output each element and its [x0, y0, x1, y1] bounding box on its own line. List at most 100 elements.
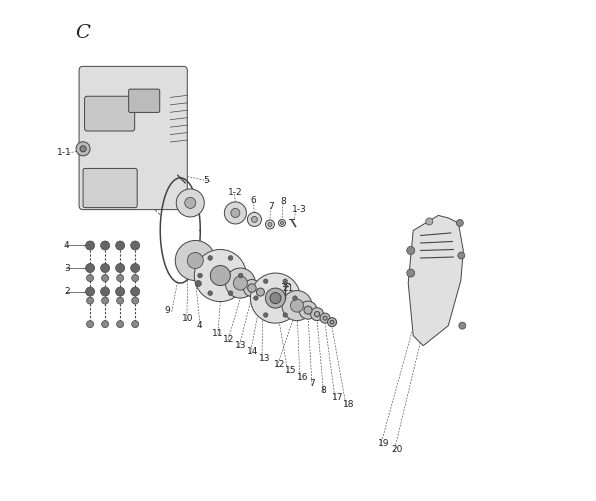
- Circle shape: [225, 268, 256, 298]
- Circle shape: [406, 246, 415, 255]
- Text: 7: 7: [309, 379, 315, 388]
- Circle shape: [194, 249, 246, 302]
- Circle shape: [224, 202, 246, 224]
- Text: 12: 12: [223, 335, 234, 344]
- FancyBboxPatch shape: [83, 168, 137, 207]
- Text: 20: 20: [391, 445, 402, 454]
- Circle shape: [283, 313, 287, 317]
- Circle shape: [320, 313, 330, 323]
- Text: 21: 21: [282, 284, 293, 293]
- Circle shape: [131, 241, 139, 250]
- Circle shape: [459, 322, 466, 329]
- Circle shape: [195, 281, 201, 287]
- Circle shape: [426, 218, 433, 225]
- Circle shape: [117, 297, 123, 304]
- Circle shape: [132, 275, 139, 282]
- Circle shape: [116, 241, 125, 250]
- Circle shape: [247, 212, 262, 226]
- Circle shape: [131, 264, 139, 273]
- Circle shape: [299, 301, 317, 319]
- Circle shape: [290, 299, 303, 312]
- Circle shape: [185, 197, 196, 208]
- Circle shape: [253, 284, 268, 300]
- Circle shape: [86, 275, 94, 282]
- Circle shape: [330, 320, 334, 324]
- Circle shape: [132, 297, 139, 304]
- Circle shape: [117, 275, 123, 282]
- Circle shape: [270, 293, 281, 304]
- Circle shape: [116, 264, 125, 273]
- Circle shape: [86, 321, 94, 328]
- Circle shape: [80, 146, 86, 152]
- Text: 16: 16: [297, 373, 309, 382]
- Circle shape: [304, 306, 312, 314]
- Circle shape: [234, 276, 247, 290]
- Text: 4: 4: [197, 321, 203, 330]
- Circle shape: [278, 219, 285, 226]
- Text: 3: 3: [64, 264, 70, 273]
- Text: 13: 13: [259, 354, 271, 363]
- Circle shape: [457, 219, 463, 226]
- Text: 17: 17: [332, 393, 343, 402]
- Circle shape: [281, 221, 284, 224]
- Text: 7: 7: [268, 202, 274, 211]
- Circle shape: [458, 252, 465, 259]
- Text: 2: 2: [64, 287, 70, 296]
- Text: 1-2: 1-2: [228, 188, 243, 197]
- Text: 15: 15: [285, 366, 296, 375]
- Circle shape: [283, 279, 287, 284]
- FancyBboxPatch shape: [129, 89, 160, 112]
- Circle shape: [86, 241, 95, 250]
- Circle shape: [248, 284, 256, 293]
- Text: 11: 11: [212, 329, 224, 338]
- Circle shape: [315, 312, 319, 317]
- Text: 6: 6: [250, 196, 256, 205]
- Circle shape: [238, 273, 243, 278]
- Circle shape: [293, 296, 297, 301]
- Polygon shape: [408, 215, 463, 346]
- Circle shape: [265, 288, 285, 308]
- Circle shape: [228, 256, 233, 261]
- Circle shape: [228, 291, 233, 296]
- Circle shape: [406, 269, 415, 277]
- Circle shape: [208, 256, 213, 261]
- Circle shape: [243, 280, 260, 297]
- Circle shape: [208, 291, 213, 296]
- Circle shape: [86, 264, 95, 273]
- Circle shape: [131, 287, 139, 296]
- Text: 12: 12: [274, 360, 285, 369]
- Circle shape: [101, 264, 110, 273]
- Circle shape: [101, 241, 110, 250]
- Circle shape: [198, 273, 203, 278]
- Circle shape: [265, 220, 274, 229]
- Text: 1-3: 1-3: [292, 205, 307, 214]
- Circle shape: [101, 287, 110, 296]
- Text: 8: 8: [321, 386, 326, 395]
- Text: 1-1: 1-1: [57, 148, 72, 157]
- Circle shape: [268, 222, 272, 226]
- FancyBboxPatch shape: [79, 66, 187, 209]
- Circle shape: [282, 291, 312, 321]
- Text: 14: 14: [247, 347, 258, 356]
- Circle shape: [210, 266, 231, 286]
- Circle shape: [311, 308, 324, 321]
- Circle shape: [86, 287, 95, 296]
- Circle shape: [86, 297, 94, 304]
- Circle shape: [176, 189, 204, 217]
- Text: 8: 8: [280, 197, 285, 206]
- Circle shape: [263, 279, 268, 284]
- Text: 19: 19: [378, 439, 390, 448]
- Circle shape: [101, 275, 108, 282]
- Circle shape: [263, 313, 268, 317]
- Circle shape: [323, 316, 327, 320]
- Circle shape: [76, 142, 90, 156]
- Circle shape: [256, 288, 265, 296]
- Circle shape: [175, 240, 215, 281]
- Text: 10: 10: [182, 314, 193, 323]
- Text: 18: 18: [343, 400, 355, 409]
- Circle shape: [116, 287, 125, 296]
- Text: 4: 4: [64, 241, 70, 250]
- Circle shape: [254, 296, 258, 301]
- Circle shape: [250, 273, 300, 323]
- Circle shape: [101, 297, 108, 304]
